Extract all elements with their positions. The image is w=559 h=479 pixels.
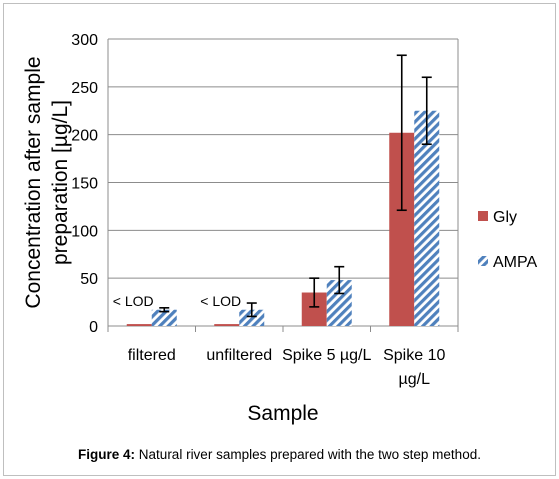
error-bars xyxy=(159,54,432,318)
y-axis-title: preparation [µg/L] xyxy=(49,100,72,265)
y-tick-label: 250 xyxy=(71,80,98,97)
figure-frame xyxy=(3,3,556,476)
y-tick-label: 0 xyxy=(89,319,98,336)
x-tick-label: Spike 5 µg/L xyxy=(282,347,371,364)
annotations: < LOD < LOD xyxy=(113,293,241,309)
legend-swatch-ampa xyxy=(478,256,488,266)
legend-swatch-gly xyxy=(478,211,488,221)
x-tick-label: unfiltered xyxy=(206,347,272,364)
y-tick-label: 150 xyxy=(71,176,98,193)
bar-ampa xyxy=(414,110,440,326)
bar-ampa xyxy=(239,309,265,326)
legend-label-ampa: AMPA xyxy=(493,254,537,271)
bar-ampa xyxy=(151,309,177,326)
bar-gly xyxy=(126,324,152,326)
lod-annotation: < LOD xyxy=(200,293,241,309)
x-axis-title: Sample xyxy=(247,402,318,425)
legend: Gly AMPA xyxy=(478,209,537,271)
y-tick-label: 200 xyxy=(71,128,98,145)
legend-label-gly: Gly xyxy=(493,209,517,226)
y-tick-label: 100 xyxy=(71,223,98,240)
x-tick-label: filtered xyxy=(128,347,176,364)
figure-caption: Figure 4: Natural river samples prepared… xyxy=(0,447,559,462)
caption-label: Figure 4: xyxy=(78,447,136,462)
y-tick-label: 300 xyxy=(71,32,98,49)
lod-annotation: < LOD xyxy=(113,293,154,309)
bar-gly xyxy=(214,324,240,326)
axis-titles: Sample Concentration after sample preparat… xyxy=(22,56,319,425)
x-tick-label: µg/L xyxy=(399,371,431,388)
x-tick-labels: filtered unfiltered Spike 5 µg/L Spike 10 µg… xyxy=(128,347,446,388)
caption-text: Natural river samples prepared with the … xyxy=(135,447,481,462)
y-tick-labels: 0 50 100 150 200 250 300 xyxy=(71,32,98,336)
x-tick-label: Spike 10 xyxy=(383,347,445,364)
y-tick-label: 50 xyxy=(80,271,98,288)
y-axis-title: Concentration after sample xyxy=(22,56,45,308)
bars xyxy=(126,110,440,326)
bar-chart: < LOD < LOD 0 50 100 150 200 250 300 filtered un… xyxy=(22,32,537,425)
